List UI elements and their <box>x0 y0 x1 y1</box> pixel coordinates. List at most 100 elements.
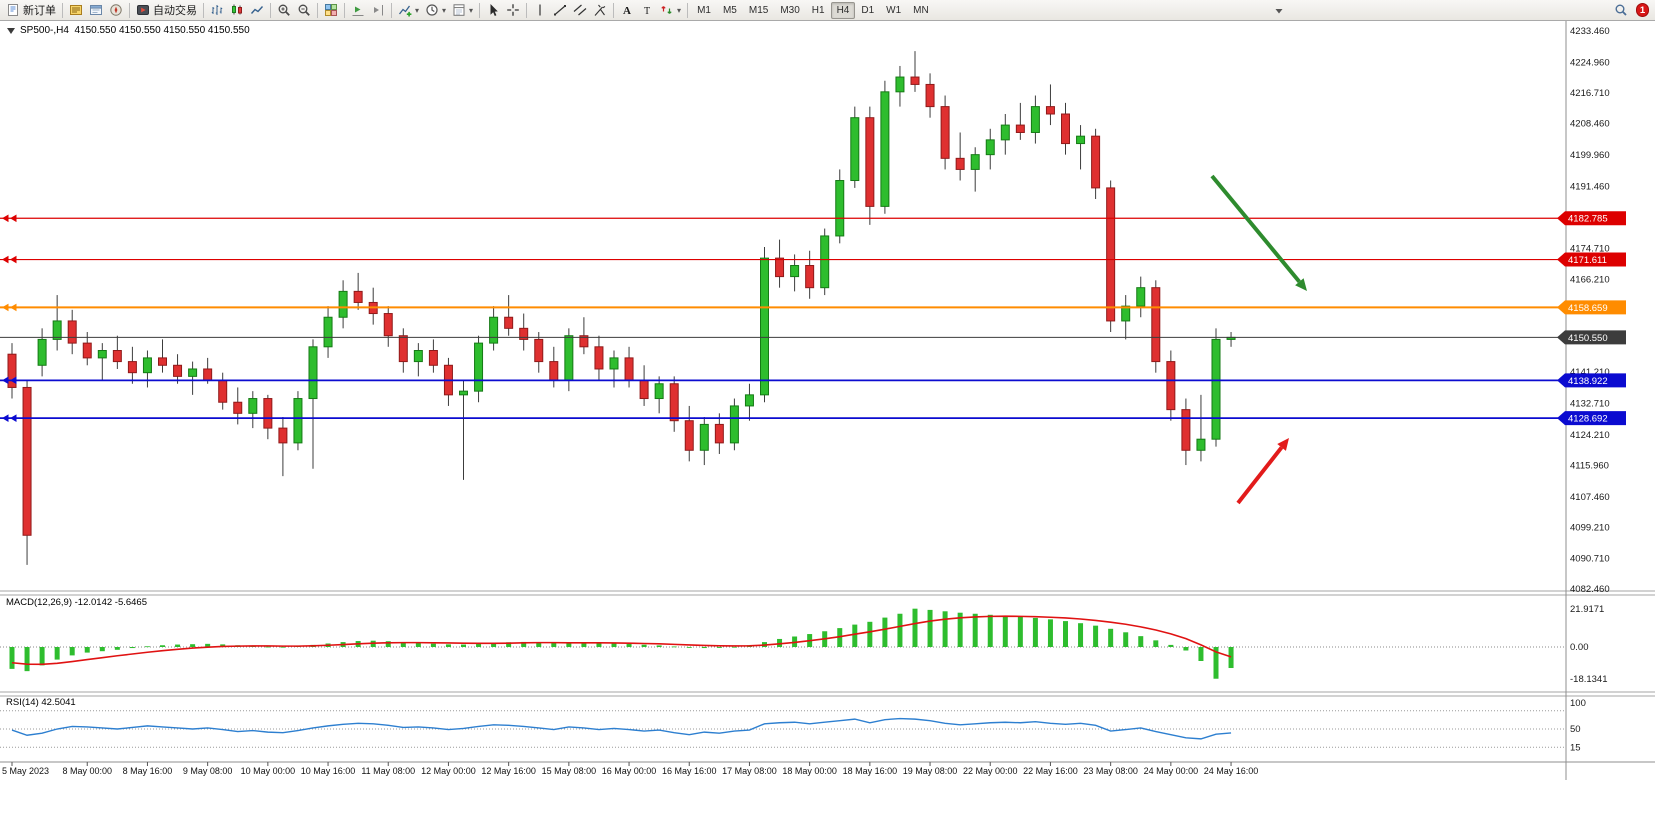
toolbar-separator <box>270 2 271 18</box>
indicators-icon <box>398 3 412 17</box>
chart-shift-icon <box>371 3 385 17</box>
bar-chart-button[interactable] <box>207 1 227 19</box>
pivot-line-4158-left-marker-icon <box>10 303 17 312</box>
zoom-out-button[interactable] <box>294 1 314 19</box>
bear-candle <box>925 83 935 108</box>
macd-bar <box>385 641 391 647</box>
tf-h4-button[interactable]: H4 <box>830 1 856 19</box>
bear-candle <box>639 379 649 400</box>
cursor-button[interactable] <box>483 1 503 19</box>
search-icon[interactable] <box>1614 3 1628 17</box>
bull-candle <box>142 357 152 374</box>
macd-bar <box>175 644 181 647</box>
macd-bar <box>1228 647 1234 669</box>
support-line-4128-left-marker-icon <box>2 414 9 422</box>
vertical-line-button[interactable] <box>530 1 550 19</box>
line-chart-button[interactable] <box>247 1 267 19</box>
bear-candle <box>1151 287 1161 363</box>
tile-windows-button[interactable] <box>321 1 341 19</box>
toolbar-separator <box>391 2 392 18</box>
price-tick-label: 4191.460 <box>1570 181 1610 192</box>
time-tick-label: 9 May 08:00 <box>183 766 233 776</box>
price-tick-label: 4132.710 <box>1570 399 1610 410</box>
text-button[interactable]: A <box>617 1 637 19</box>
toolbar-separator <box>479 2 481 18</box>
one-click-trading-toggle-icon[interactable] <box>7 27 15 34</box>
crosshair-button[interactable] <box>503 1 523 19</box>
macd-bar <box>114 647 120 650</box>
pitchfork-button[interactable] <box>590 1 610 19</box>
candlestick-chart-button[interactable] <box>227 1 247 19</box>
bearish-arrow[interactable] <box>1210 174 1301 284</box>
toolbar-separator <box>687 2 689 18</box>
bear-candle <box>1106 187 1116 322</box>
macd-bar <box>280 646 286 648</box>
zoom-in-button[interactable] <box>274 1 294 19</box>
indicators-button[interactable]: ▾ <box>395 1 422 19</box>
templates-button[interactable]: ▾ <box>449 1 476 19</box>
channel-button[interactable] <box>570 1 590 19</box>
macd-bar <box>852 624 858 647</box>
autotrading-button[interactable]: 自动交易 <box>133 1 200 19</box>
macd-tick-label: 0.00 <box>1570 642 1589 653</box>
bull-candle <box>835 180 845 237</box>
dropdown-caret-icon[interactable]: ▾ <box>415 5 420 15</box>
toolbar-separator <box>317 2 318 18</box>
time-tick-label: 11 May 08:00 <box>361 766 415 776</box>
time-tick-label: 8 May 00:00 <box>62 766 112 776</box>
market-watch-button[interactable] <box>66 1 86 19</box>
tf-m30-button[interactable]: M30 <box>780 4 800 16</box>
toolbar-overflow-button[interactable] <box>1272 4 1286 18</box>
auto-scroll-button[interactable] <box>348 1 368 19</box>
bear-candle <box>428 350 438 366</box>
macd-bar <box>927 609 933 647</box>
bear-candle <box>549 361 559 381</box>
tf-h1-button[interactable]: H1 <box>811 4 825 16</box>
tf-d1-button[interactable]: D1 <box>861 4 875 16</box>
macd-bar <box>69 647 75 656</box>
notifications-badge[interactable]: 1 <box>1636 3 1649 17</box>
dropdown-caret-icon[interactable]: ▾ <box>469 5 474 15</box>
macd-bar <box>777 638 783 647</box>
macd-bar <box>1213 647 1219 679</box>
macd-bar <box>1168 644 1174 647</box>
bull-candle <box>699 423 709 451</box>
macd-bar <box>461 644 466 647</box>
bull-candle <box>293 398 303 444</box>
macd-bar <box>54 647 60 660</box>
bull-candle <box>1196 438 1206 451</box>
bear-candle <box>218 379 228 403</box>
bull-candle <box>970 154 980 170</box>
support-line-4138-left-marker-icon <box>10 376 17 385</box>
macd-bar <box>656 645 662 647</box>
tf-m1-button[interactable]: M1 <box>697 4 711 16</box>
tf-m5-button[interactable]: M5 <box>722 4 737 16</box>
bull-candle <box>1211 338 1221 440</box>
periods-button[interactable]: ▾ <box>422 1 449 19</box>
macd-bar <box>731 646 737 648</box>
price-tick-label: 4233.460 <box>1570 26 1610 37</box>
channel-icon <box>573 3 587 17</box>
new-order-button[interactable]: 新订单 <box>3 1 59 19</box>
dropdown-caret-icon[interactable]: ▾ <box>677 5 682 15</box>
bull-candle <box>654 383 664 400</box>
macd-bar <box>972 613 978 647</box>
arrows-button[interactable]: ▾ <box>657 1 684 19</box>
toolbar: 新订单 自动交易 ▾ ▾ ▾ A T ▾ M1 M5 M15 M30 H1 H4 D1 W1 MN 1 <box>0 0 1655 21</box>
label-button[interactable]: T <box>637 1 657 19</box>
tf-mn-button[interactable]: MN <box>913 4 929 16</box>
tf-w1-button[interactable]: W1 <box>886 4 902 16</box>
tf-m15-button[interactable]: M15 <box>748 4 769 16</box>
bull-candle <box>820 235 830 289</box>
bull-candle <box>308 346 318 400</box>
price-tick-label: 4099.210 <box>1570 522 1610 533</box>
bullish-arrow[interactable] <box>1236 446 1284 505</box>
data-window-button[interactable] <box>86 1 106 19</box>
chart-shift-button[interactable] <box>368 1 388 19</box>
new-order-icon <box>6 3 20 17</box>
navigator-button[interactable] <box>106 1 126 19</box>
dropdown-caret-icon[interactable]: ▾ <box>442 5 447 15</box>
bear-candle <box>353 290 363 303</box>
trendline-button[interactable] <box>550 1 570 19</box>
macd-bar <box>671 646 677 648</box>
